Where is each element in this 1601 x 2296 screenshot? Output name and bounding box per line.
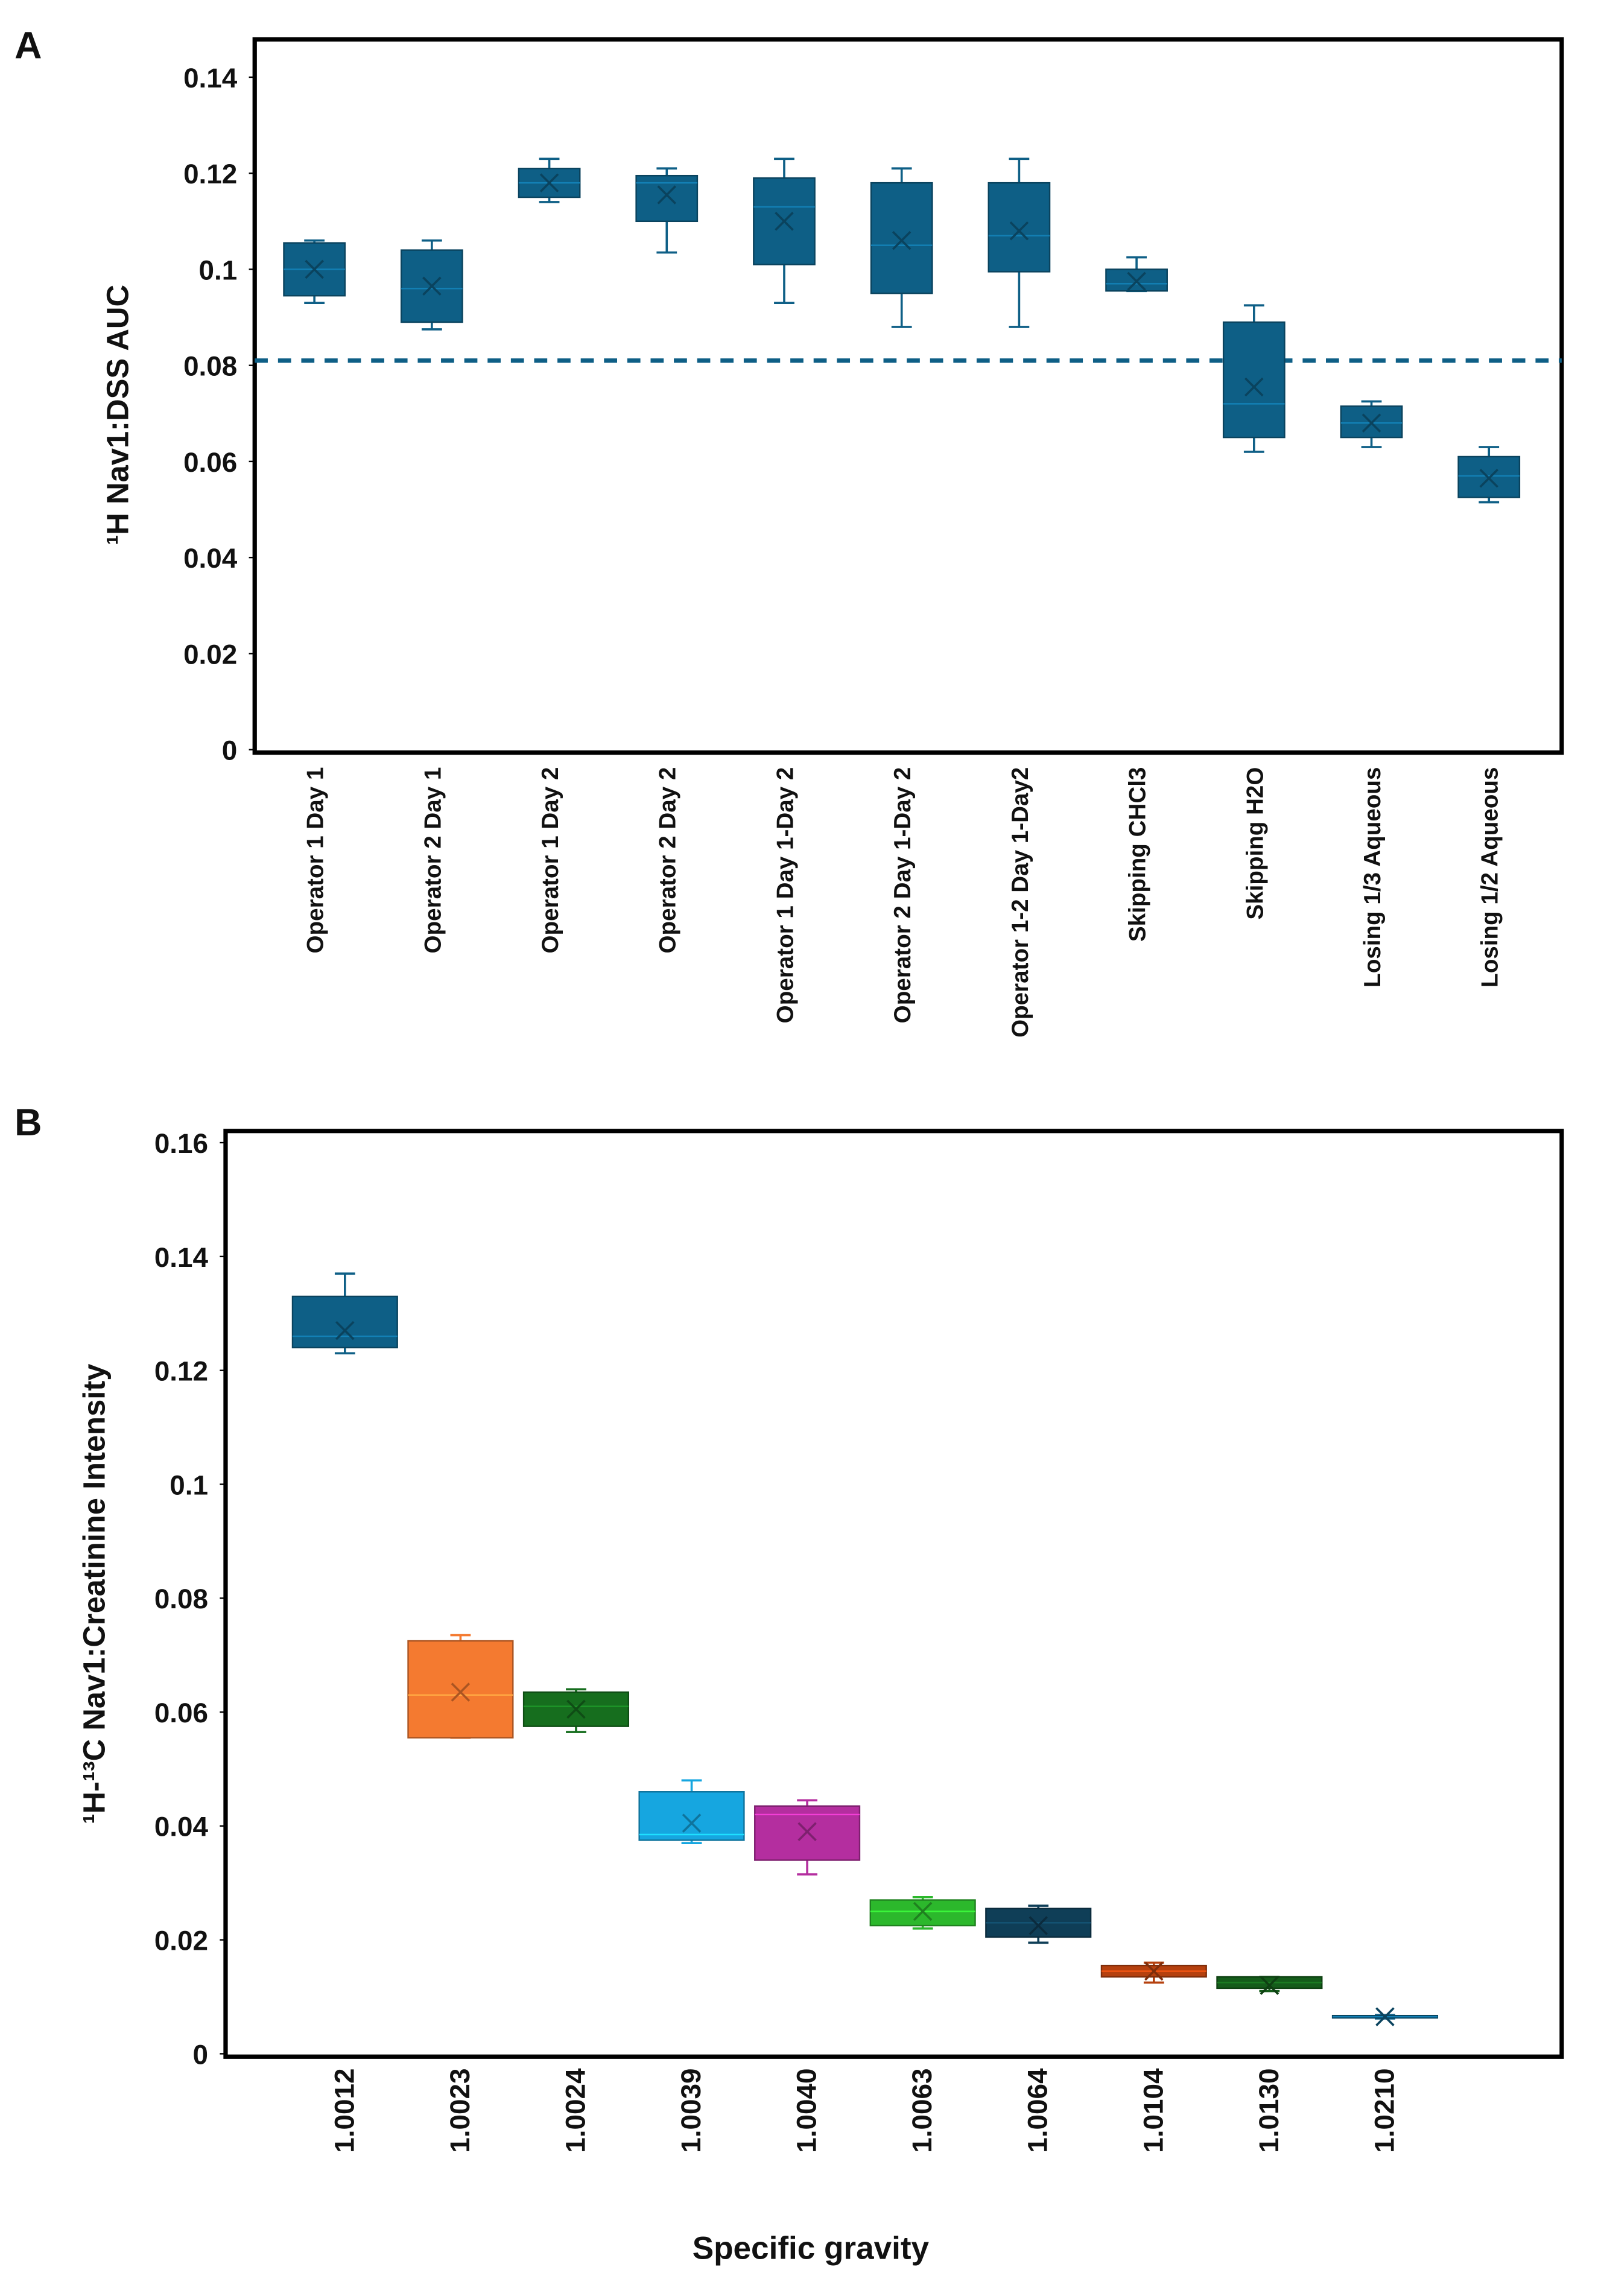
box bbox=[407, 1640, 514, 1739]
mean-marker bbox=[775, 212, 794, 231]
x-tick-label: Operator 2 Day 2 bbox=[655, 767, 681, 954]
box bbox=[1222, 321, 1286, 439]
mean-marker bbox=[1362, 413, 1381, 433]
y-tick-label: 0.04 bbox=[154, 1812, 209, 1842]
x-tick-label: 1.0012 bbox=[329, 2069, 360, 2153]
mean-marker bbox=[451, 1682, 471, 1702]
mean-marker bbox=[335, 1321, 355, 1340]
mean-marker bbox=[1144, 1961, 1164, 1981]
y-tick-label: 0.16 bbox=[154, 1128, 208, 1159]
x-tick-label: 1.0040 bbox=[791, 2069, 822, 2153]
y-tick-label: 0 bbox=[222, 735, 238, 766]
mean-marker bbox=[305, 259, 324, 279]
mean-marker bbox=[1029, 1916, 1048, 1935]
y-tick-label: 0.1 bbox=[170, 1470, 208, 1500]
mean-marker bbox=[422, 276, 442, 296]
x-tick-label: Operator 2 Day 1 bbox=[420, 767, 446, 954]
y-tick-label: 0.02 bbox=[154, 1926, 208, 1956]
y-tick-label: 0.14 bbox=[154, 1242, 209, 1273]
x-tick-label: Losing 1/2 Aqueous bbox=[1477, 767, 1503, 988]
y-tick-label: 0.06 bbox=[154, 1698, 208, 1728]
mean-marker bbox=[566, 1699, 586, 1719]
x-tick-label: 1.0130 bbox=[1254, 2069, 1284, 2153]
x-tick-label: 1.0064 bbox=[1022, 2068, 1053, 2153]
x-axis-label: Specific gravity bbox=[693, 2231, 930, 2266]
x-tick-label: 1.0039 bbox=[676, 2069, 706, 2153]
x-tick-label: Losing 1/3 Aqueous bbox=[1360, 767, 1386, 988]
mean-marker bbox=[1479, 469, 1498, 488]
mean-marker bbox=[657, 185, 677, 205]
box bbox=[988, 182, 1051, 273]
plot-frame bbox=[252, 37, 1564, 755]
y-tick-label: 0.06 bbox=[183, 447, 237, 478]
y-tick-label: 0.08 bbox=[183, 351, 237, 382]
mean-marker bbox=[892, 230, 911, 250]
x-tick-label: Operator 1 Day 2 bbox=[537, 767, 563, 954]
x-tick-label: Operator 1-2 Day 1-Day2 bbox=[1007, 767, 1033, 1038]
x-tick-label: Skipping CHCl3 bbox=[1125, 767, 1151, 942]
mean-marker bbox=[913, 1901, 933, 1921]
x-tick-label: 1.0063 bbox=[907, 2069, 937, 2153]
y-tick-label: 0.08 bbox=[154, 1584, 208, 1614]
y-tick-label: 0.12 bbox=[154, 1356, 208, 1387]
plot-frame bbox=[223, 1129, 1564, 2059]
x-tick-label: Operator 1 Day 1 bbox=[303, 767, 329, 954]
x-tick-label: 1.0023 bbox=[445, 2069, 475, 2153]
y-tick-label: 0 bbox=[193, 2039, 209, 2070]
x-tick-label: 1.0024 bbox=[560, 2068, 591, 2153]
box bbox=[870, 182, 933, 294]
mean-marker bbox=[1127, 271, 1146, 291]
y-tick-label: 0.12 bbox=[183, 159, 237, 189]
mean-marker bbox=[682, 1813, 702, 1833]
x-tick-label: Operator 1 Day 1-Day 2 bbox=[772, 767, 798, 1024]
x-tick-label: Skipping H2O bbox=[1242, 767, 1268, 920]
box bbox=[291, 1295, 398, 1349]
box bbox=[638, 1791, 745, 1841]
mean-marker bbox=[1375, 2007, 1395, 2026]
y-tick-label: 0.02 bbox=[183, 639, 237, 670]
mean-marker bbox=[1244, 377, 1264, 397]
mean-marker bbox=[1009, 221, 1029, 241]
y-axis-label: ¹H Nav1:DSS AUC bbox=[100, 285, 135, 545]
mean-marker bbox=[797, 1822, 817, 1842]
mean-marker bbox=[539, 173, 559, 192]
panel-label: A bbox=[14, 25, 42, 67]
mean-marker bbox=[1260, 1976, 1279, 1995]
x-tick-label: Operator 2 Day 1-Day 2 bbox=[890, 767, 916, 1024]
y-axis-label: ¹H-¹³C Nav1:Creatinine Intensity bbox=[77, 1364, 112, 1824]
x-tick-label: 1.0210 bbox=[1369, 2069, 1400, 2153]
panel-label: B bbox=[14, 1102, 42, 1144]
y-tick-label: 0.14 bbox=[183, 63, 238, 94]
y-tick-label: 0.04 bbox=[183, 543, 238, 574]
x-tick-label: 1.0104 bbox=[1138, 2068, 1168, 2153]
y-tick-label: 0.1 bbox=[199, 255, 238, 285]
